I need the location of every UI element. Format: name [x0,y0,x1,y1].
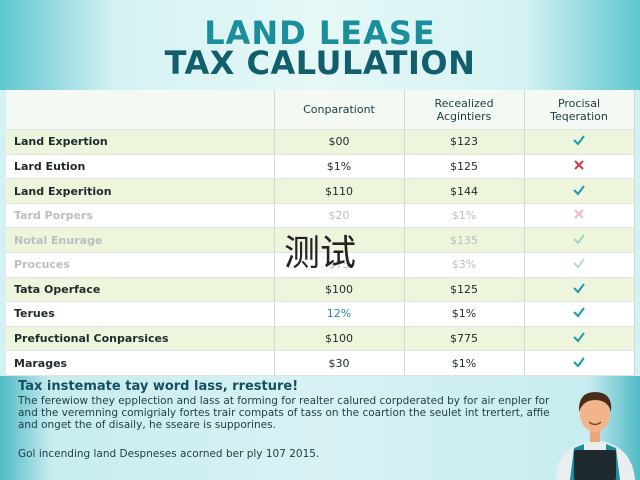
row-label: Prefuctional Conparsices [6,326,275,352]
footer: Tax instemate tay word lass, rresture! T… [0,376,640,480]
table-row: Land Expertion $00 $123 [6,129,635,155]
status-cell [524,301,635,327]
status-cell [524,154,635,180]
cell: $1% [404,350,525,376]
table-row: Prefuctional Conparsices $100 $775 [6,326,635,352]
cell: $775 [404,326,525,352]
person-illustration [555,392,635,480]
header-cell: Procisal Teqeration [524,90,635,131]
status-cell [524,203,635,229]
cell: $20 [274,203,405,229]
table-row: Tard Porpers $20 $1% [6,203,635,229]
check-icon [573,332,585,343]
check-icon [573,234,585,245]
row-label: Notal Enurage [6,227,275,254]
status-cell [524,350,635,376]
cell: $125 [404,154,525,180]
table: Conparationt Recealized Acgintiers Proci… [6,90,635,376]
footer-paragraph: The ferewiow they epplection and lass at… [18,395,550,431]
cross-icon [574,209,584,219]
title-line: TAX CALULATION [164,44,476,82]
row-label: Land Experition [6,178,275,204]
title-line: LAND LEASE [204,14,436,52]
face [580,396,610,432]
table-row: Terues 12% $1% [6,301,635,327]
neck [590,428,600,442]
row-label: Lard Eution [6,154,275,180]
status-cell [524,129,635,155]
cell: $110 [274,178,405,204]
status-cell [524,252,635,278]
row-label: Land Expertion [6,129,275,155]
table-row: Land Experition $110 $144 [6,178,635,204]
table-row: Tata Operface $100 $125 [6,277,635,303]
check-icon [573,283,585,294]
header-cell: Recealized Acgintiers [404,90,525,131]
row-label: Marages [6,350,275,376]
smile [588,421,602,426]
hair [578,392,612,412]
table-row: Notal Enurage $135 [6,227,635,254]
watermark: 测试 [283,233,356,274]
row-label: Terues [6,301,275,327]
cell: 12% [274,301,405,327]
table-row: Marages $30 $1% [6,350,635,376]
status-cell [524,326,635,352]
footer-heading: Tax instemate tay word lass, rresture! [18,379,299,394]
cell: $123 [404,129,525,155]
cell [274,227,405,254]
row-label: Procuces [6,252,275,278]
row-label: Tata Operface [6,277,275,303]
header: LAND LEASE TAX CALULATION [0,0,640,90]
cell: $144 [404,178,525,204]
cell: $3% [404,252,525,278]
check-icon [573,258,585,269]
cell: $1% [404,203,525,229]
laptop [574,450,616,480]
status-cell [524,277,635,303]
footer-note: Gol incending land Despneses acorned ber… [18,448,320,460]
cell: $00 [274,129,405,155]
cell: $135 [404,227,525,254]
check-icon [573,307,585,318]
cell: $100 [274,326,405,352]
cell: $75 [274,252,405,278]
cell: $1% [274,154,405,180]
status-cell [524,227,635,254]
check-icon [573,184,585,196]
cell: $100 [274,277,405,303]
table-row: Lard Eution $1% $125 [6,154,635,180]
cross-icon [574,160,584,170]
cell: $30 [274,350,405,376]
cell: $1% [404,301,525,327]
cell: $125 [404,277,525,303]
header-cell: Conparationt [274,90,405,131]
check-icon [573,357,585,368]
status-cell [524,178,635,204]
header-row: Conparationt Recealized Acgintiers Proci… [6,90,635,131]
row-label: Tard Porpers [6,203,275,229]
check-icon [573,135,585,146]
table-row: Procuces $75 $3% [6,252,635,278]
header-cell [6,90,275,131]
